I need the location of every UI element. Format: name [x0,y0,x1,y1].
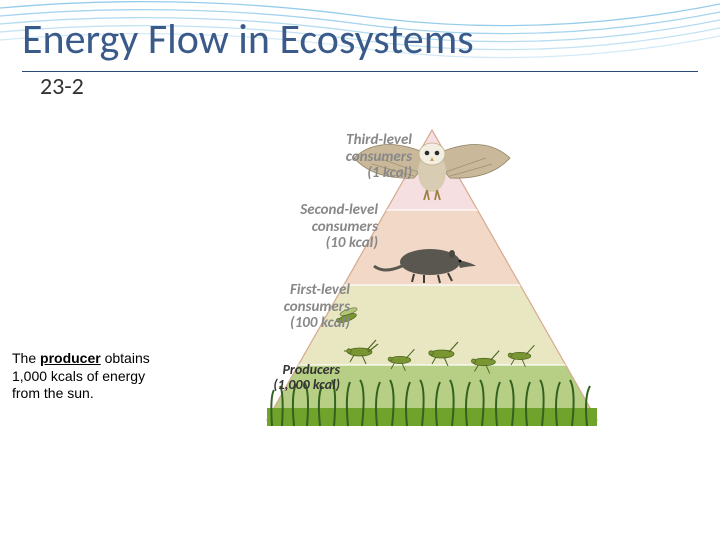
level-label-producers: Producers (1,000 kcal) [220,362,340,393]
level-sub: consumers [292,149,412,166]
level-kcal: (10 kcal) [258,235,378,252]
annotation-pre: The [12,350,40,366]
level-sub: consumers [230,299,350,316]
page-title: Energy Flow in Ecosystems [22,14,474,65]
level-sub: consumers [258,219,378,236]
level-name: Producers [220,362,340,377]
section-number: 23-2 [40,72,84,101]
level-kcal: (100 kcal) [230,315,350,332]
energy-pyramid-diagram: Third-level consumers (1 kcal) Second-le… [172,120,602,460]
level-name: First-level [230,282,350,299]
level-label-third: Third-level consumers (1 kcal) [292,132,412,182]
level-kcal: (1,000 kcal) [220,377,340,392]
annotation-bold: producer [40,350,101,366]
level-kcal: (1 kcal) [292,165,412,182]
level-name: Second-level [258,202,378,219]
level-name: Third-level [292,132,412,149]
level-label-first: First-level consumers (100 kcal) [230,282,350,332]
producer-annotation: The producer obtains 1,000 kcals of ener… [12,350,152,403]
title-row: Energy Flow in Ecosystems [22,14,698,72]
subtitle-row: 23-2 [40,72,84,101]
level-label-second: Second-level consumers (10 kcal) [258,202,378,252]
